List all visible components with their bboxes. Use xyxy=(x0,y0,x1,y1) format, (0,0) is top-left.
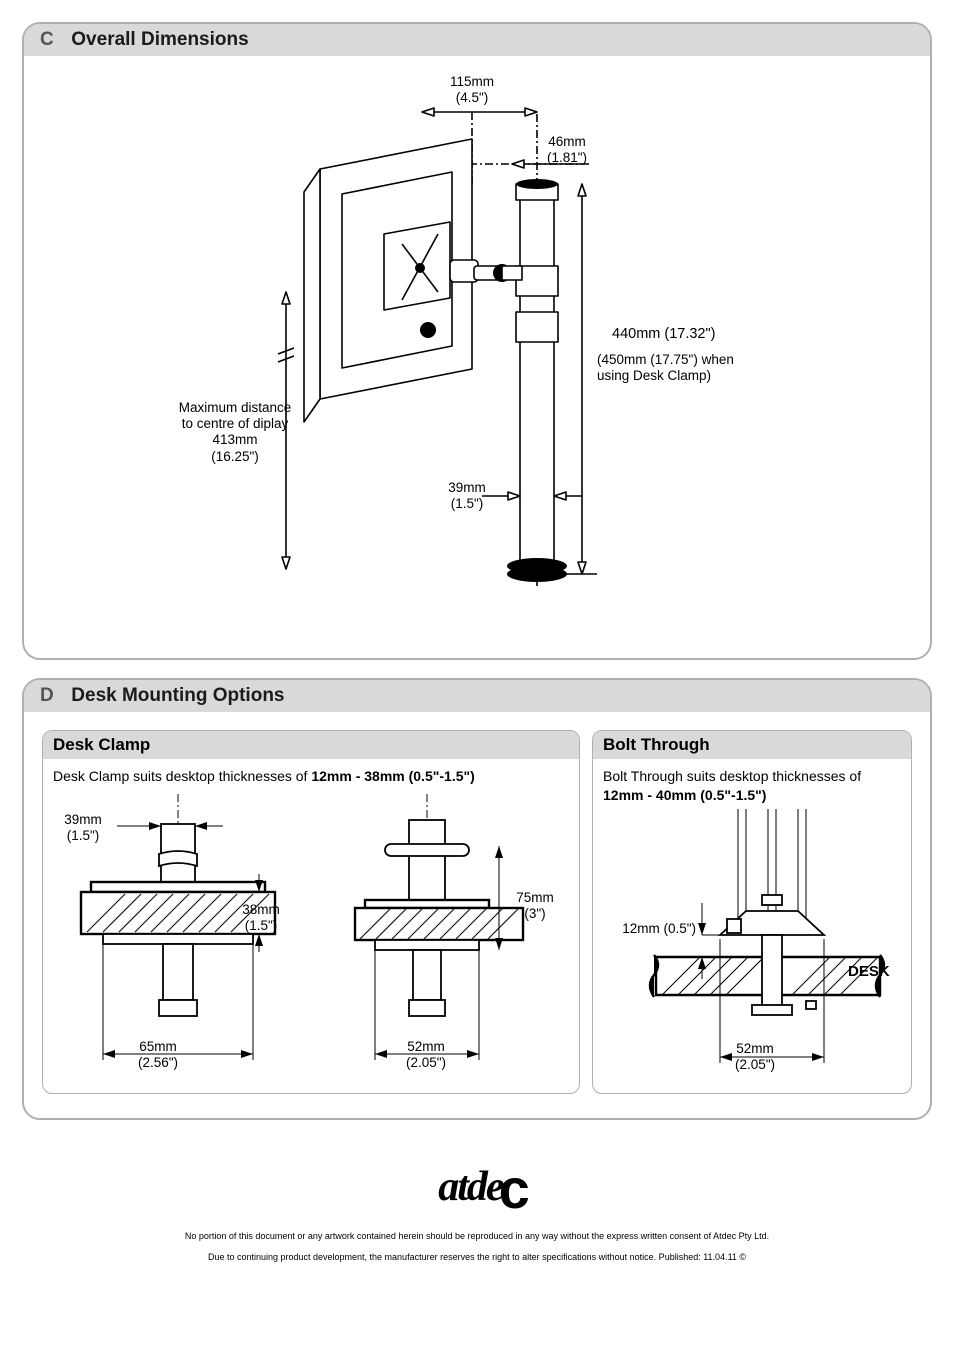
section-c-title: Overall Dimensions xyxy=(71,29,248,50)
section-c-panel: C Overall Dimensions 115mm (4.5") 46mm (… xyxy=(22,22,932,660)
section-d-panel: D Desk Mounting Options Desk Clamp Desk … xyxy=(22,678,932,1120)
overall-dim-svg xyxy=(42,74,912,634)
section-c-letter: C xyxy=(40,29,66,51)
bolt-through-diagram: 12mm (0.5") DESK 52mm (2.05") xyxy=(622,809,882,1079)
section-c-body: 115mm (4.5") 46mm (1.81") 440mm (17.32")… xyxy=(24,56,930,658)
desk-clamp-left-diagram: 39mm (1.5") 38mm (1.5") 65mm (2.56") xyxy=(63,794,293,1074)
bolt-desk-label: DESK xyxy=(848,963,900,981)
section-d-header: D Desk Mounting Options xyxy=(24,680,930,712)
desk-clamp-title: Desk Clamp xyxy=(43,731,579,759)
desk-clamp-caption-prefix: Desk Clamp suits desktop thicknesses of xyxy=(53,768,311,784)
dim-clamp-base-65: 65mm (2.56") xyxy=(123,1039,193,1071)
bolt-through-caption-prefix: Bolt Through suits desktop thicknesses o… xyxy=(603,768,861,784)
dim-clamp-col-39: 39mm (1.5") xyxy=(53,812,113,844)
dim-bolt-ring-12: 12mm (0.5") xyxy=(604,921,696,937)
overall-dimensions-diagram: 115mm (4.5") 46mm (1.81") 440mm (17.32")… xyxy=(42,74,912,634)
dim-clamp-right-base-52: 52mm (2.05") xyxy=(391,1039,461,1071)
section-d-body: Desk Clamp Desk Clamp suits desktop thic… xyxy=(24,712,930,1118)
legal-line-2: Due to continuing product development, t… xyxy=(22,1252,932,1264)
desk-clamp-right-svg xyxy=(329,794,559,1074)
bolt-through-title: Bolt Through xyxy=(593,731,911,759)
section-c-header: C Overall Dimensions xyxy=(24,24,930,56)
dim-clamp-height-75: 75mm (3") xyxy=(505,890,565,922)
desk-clamp-caption: Desk Clamp suits desktop thicknesses of … xyxy=(53,767,569,786)
section-d-title: Desk Mounting Options xyxy=(71,685,284,706)
desk-clamp-caption-range: 12mm - 38mm (0.5"-1.5") xyxy=(311,768,474,784)
legal-line-1: No portion of this document or any artwo… xyxy=(22,1231,932,1243)
footer: atdec No portion of this document or any… xyxy=(22,1156,932,1264)
desk-clamp-right-diagram: 75mm (3") 52mm (2.05") xyxy=(329,794,559,1074)
bolt-through-caption-range: 12mm - 40mm (0.5"-1.5") xyxy=(603,787,766,803)
bolt-through-subpanel: Bolt Through Bolt Through suits desktop … xyxy=(592,730,912,1094)
section-d-letter: D xyxy=(40,685,66,707)
bolt-through-svg xyxy=(622,809,892,1079)
bolt-through-caption: Bolt Through suits desktop thicknesses o… xyxy=(603,767,901,805)
dim-clamp-desk-38: 38mm (1.5") xyxy=(231,902,291,934)
dim-bolt-base-52: 52mm (2.05") xyxy=(720,1041,790,1073)
brand-logo: atdec xyxy=(438,1156,515,1221)
desk-clamp-subpanel: Desk Clamp Desk Clamp suits desktop thic… xyxy=(42,730,580,1094)
